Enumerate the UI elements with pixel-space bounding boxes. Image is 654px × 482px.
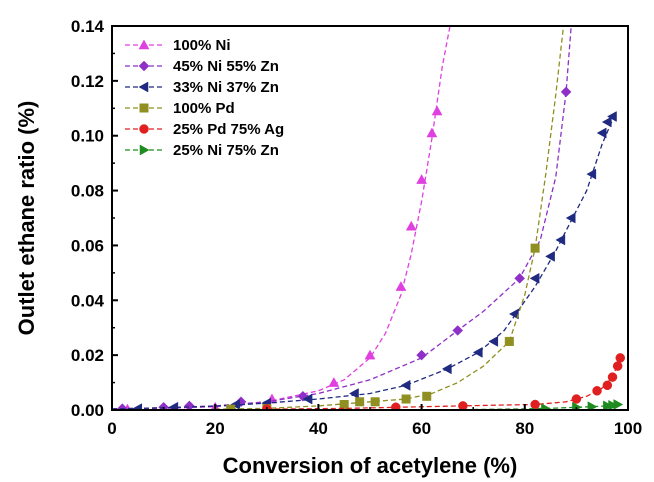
legend-item: 100% Ni	[125, 37, 231, 54]
legend-item: 25% Ni 75% Zn	[125, 142, 279, 159]
data-point	[472, 346, 483, 358]
x-axis-title: Conversion of acetylene (%)	[223, 453, 518, 478]
y-tick-label: 0.02	[71, 346, 104, 365]
y-tick-label: 0.00	[71, 401, 104, 420]
x-tick-label: 20	[206, 419, 225, 438]
data-point	[370, 397, 380, 407]
data-point	[514, 272, 525, 284]
legend-label: 25% Pd 75% Ag	[173, 121, 284, 138]
data-point	[586, 168, 597, 180]
y-tick-label: 0.04	[71, 291, 105, 310]
data-point	[422, 391, 432, 401]
y-tick-label: 0.06	[71, 236, 104, 255]
data-point	[592, 386, 602, 396]
data-point	[529, 272, 540, 284]
data-point	[452, 325, 464, 336]
y-axis: 0.00 0.02 0.04 0.06 0.08 0.10 0.12 0.14	[71, 17, 118, 420]
y-tick-label: 0.08	[71, 182, 104, 201]
data-point	[615, 353, 626, 363]
series-fit-line	[112, 26, 572, 410]
x-tick-label: 100	[614, 419, 642, 438]
data-point	[364, 349, 376, 360]
legend-label: 25% Ni 75% Zn	[173, 142, 279, 159]
data-point	[603, 400, 613, 410]
y-tick-label: 0.14	[71, 17, 105, 36]
data-point	[401, 394, 411, 404]
data-point	[230, 399, 241, 410]
data-point	[431, 105, 443, 116]
legend-marker	[138, 81, 149, 93]
legend-item: 33% Ni 37% Zn	[125, 79, 279, 96]
data-point	[612, 361, 623, 371]
data-point	[328, 377, 340, 387]
data-point	[541, 403, 551, 410]
series-6	[473, 399, 624, 410]
data-point	[416, 174, 428, 184]
data-point	[555, 234, 566, 246]
data-point	[405, 220, 417, 231]
x-axis: 0 20 40 60 80 100	[107, 404, 642, 438]
data-point	[565, 212, 576, 224]
data-point	[607, 372, 618, 382]
legend-label: 100% Pd	[173, 100, 235, 117]
x-tick-label: 0	[107, 419, 116, 438]
data-point	[349, 388, 359, 399]
data-point	[560, 86, 572, 98]
data-point	[391, 402, 401, 410]
series-layer	[112, 26, 626, 410]
data-point	[530, 243, 540, 253]
x-tick-label: 60	[412, 419, 431, 438]
data-point	[607, 111, 617, 122]
data-point	[596, 127, 607, 139]
series-3	[112, 111, 617, 410]
series-1	[112, 26, 451, 410]
legend-marker	[138, 60, 150, 72]
data-point	[395, 281, 407, 291]
legend-label: 33% Ni 37% Zn	[173, 79, 279, 96]
data-point	[613, 399, 624, 410]
legend-marker	[138, 39, 150, 50]
data-point	[504, 336, 514, 346]
data-point	[530, 399, 540, 410]
series-fit-line	[215, 26, 565, 410]
y-tick-label: 0.10	[71, 127, 104, 146]
legend-marker	[139, 103, 149, 113]
data-point	[426, 127, 438, 138]
series-fit-line	[266, 357, 621, 410]
legend-marker	[139, 144, 150, 156]
data-point	[132, 403, 143, 410]
data-point	[602, 380, 613, 391]
legend-label: 100% Ni	[173, 37, 231, 54]
data-point	[601, 116, 612, 128]
data-point	[441, 363, 452, 375]
data-point	[545, 250, 555, 262]
legend-marker	[139, 124, 149, 134]
data-point	[400, 379, 411, 391]
legend-item: 45% Ni 55% Zn	[125, 58, 279, 75]
data-point	[339, 400, 349, 410]
data-point	[571, 394, 582, 404]
data-point	[355, 397, 365, 407]
data-point	[416, 349, 427, 361]
x-tick-label: 80	[515, 419, 534, 438]
y-tick-label: 0.12	[71, 72, 104, 91]
series-fit-line	[112, 113, 616, 410]
legend-item: 25% Pd 75% Ag	[125, 121, 284, 138]
legend: 100% Ni 45% Ni 55% Zn 33% Ni 37% Zn 100% Pd…	[125, 37, 284, 159]
series-fit-line	[112, 26, 451, 410]
data-point	[458, 401, 468, 410]
series-5	[262, 353, 626, 410]
x-tick-label: 40	[309, 419, 328, 438]
data-point	[302, 393, 313, 405]
y-axis-title: Outlet ethane ratio (%)	[14, 101, 39, 336]
legend-item: 100% Pd	[125, 100, 235, 117]
data-point	[488, 336, 499, 347]
legend-label: 45% Ni 55% Zn	[173, 58, 279, 75]
data-point	[608, 399, 619, 410]
